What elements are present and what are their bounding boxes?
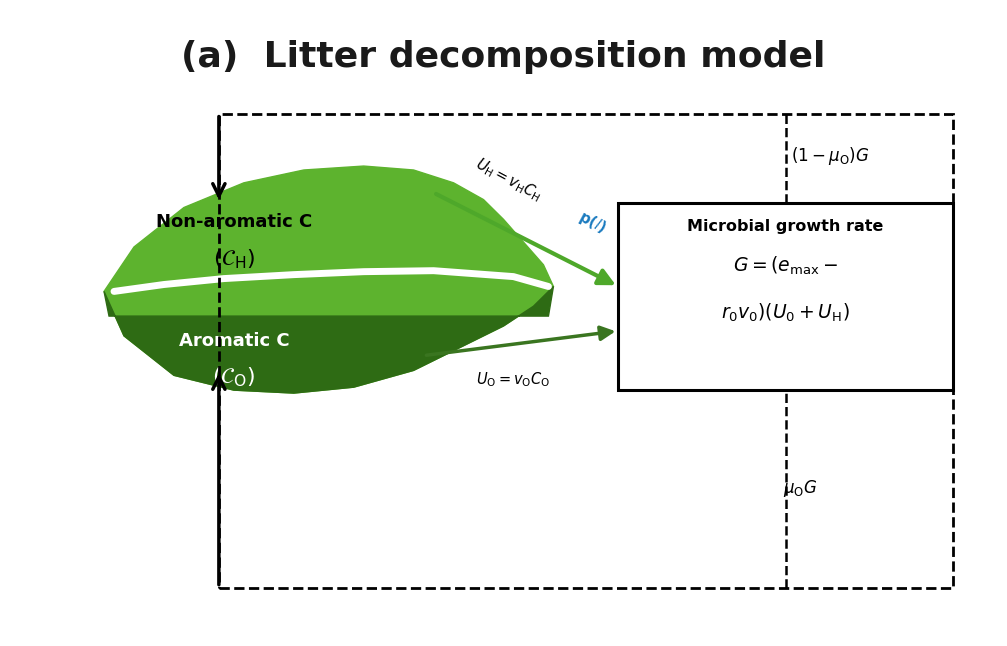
Polygon shape (104, 286, 554, 393)
Bar (618, 203, 953, 390)
Text: $U_\mathrm{H} = v_\mathrm{H}C_\mathrm{H}$: $U_\mathrm{H} = v_\mathrm{H}C_\mathrm{H}… (472, 155, 545, 205)
Text: $\mathbf{p(\mathit{l})}$: $\mathbf{p(\mathit{l})}$ (575, 207, 609, 237)
Text: $r_\mathrm{0}v_\mathrm{0})(U_\mathrm{0} + U_\mathrm{H})$: $r_\mathrm{0}v_\mathrm{0})(U_\mathrm{0} … (721, 301, 850, 324)
Text: $\mu_\mathrm{O}G$: $\mu_\mathrm{O}G$ (783, 478, 818, 499)
Text: Non-aromatic C: Non-aromatic C (156, 213, 312, 231)
Text: Aromatic C: Aromatic C (178, 332, 289, 349)
Text: $U_\mathrm{O} = v_\mathrm{O}C_\mathrm{O}$: $U_\mathrm{O} = v_\mathrm{O}C_\mathrm{O}… (476, 370, 551, 389)
Text: $G = (e_\mathrm{max} -$: $G = (e_\mathrm{max} -$ (733, 255, 838, 277)
Text: $(1 - \mu_\mathrm{O})G$: $(1 - \mu_\mathrm{O})G$ (792, 145, 870, 167)
Text: (a)  Litter decomposition model: (a) Litter decomposition model (181, 39, 826, 74)
Polygon shape (104, 166, 554, 393)
Text: $(\mathcal{C}_\mathrm{H})$: $(\mathcal{C}_\mathrm{H})$ (212, 247, 255, 271)
Text: $(\mathcal{C}_\mathrm{O})$: $(\mathcal{C}_\mathrm{O})$ (212, 366, 256, 389)
Text: Microbial growth rate: Microbial growth rate (688, 220, 884, 234)
Bar (219, 114, 953, 588)
